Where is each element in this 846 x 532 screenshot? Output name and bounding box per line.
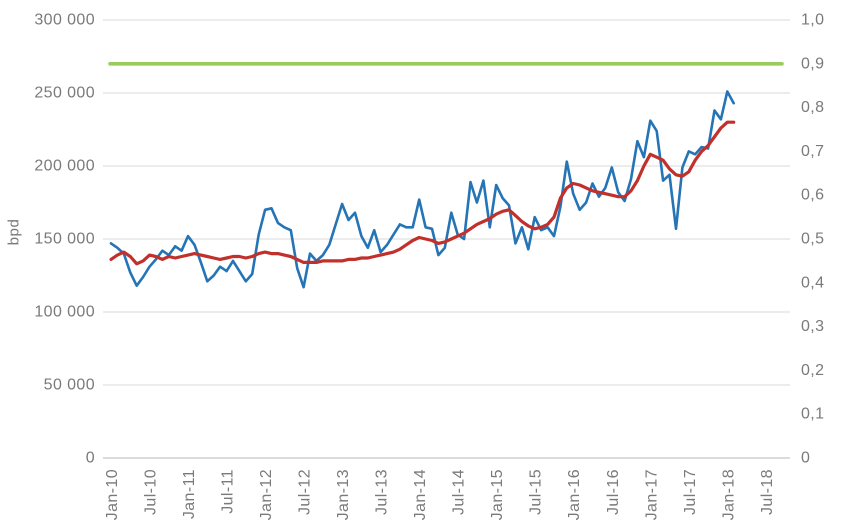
x-tick-label: Jan-14: [412, 469, 429, 520]
y-tick-label-left: 0: [86, 450, 95, 467]
y-tick-label-left: 250 000: [34, 85, 95, 102]
y-tick-label-right: 0: [801, 450, 810, 467]
x-tick-label: Jan-18: [720, 469, 737, 520]
x-tick-label: Jul-12: [297, 469, 314, 515]
x-tick-label: Jan-11: [181, 469, 198, 519]
x-tick-label: Jul-10: [143, 469, 160, 515]
gridlines: [103, 19, 790, 459]
x-tick-label: Jul-18: [759, 469, 776, 515]
y-tick-label-left: 200 000: [34, 158, 95, 175]
y-tick-label-right: 0,3: [801, 318, 824, 335]
y-tick-label-right: 1,0: [801, 12, 824, 29]
x-tick-label: Jan-16: [566, 469, 583, 520]
y-tick-label-right: 0,6: [801, 187, 824, 204]
y-axis-right: 1,0 0,9 0,8 0,7 0,6 0,5 0,4 0,3 0,2 0,1 0: [801, 12, 824, 467]
x-tick-label: Jul-15: [528, 469, 545, 515]
blue-monthly-line: [109, 90, 736, 289]
y-tick-label-left: 300 000: [34, 12, 95, 29]
x-tick-label: Jan-13: [335, 469, 352, 520]
y-tick-label-right: 0,5: [801, 231, 824, 248]
y-tick-label-right: 0,2: [801, 362, 824, 379]
y-tick-label-right: 0,4: [801, 274, 824, 291]
x-tick-label: Jul-17: [682, 469, 699, 515]
y-axis-left: 300 000 250 000 200 000 150 000 100 000 50 00…: [34, 12, 95, 467]
y-tick-label-right: 0,8: [801, 99, 824, 116]
x-tick-label: Jan-17: [643, 469, 660, 520]
x-tick-label: Jul-14: [451, 469, 468, 515]
x-tick-label: Jul-13: [374, 469, 391, 515]
x-tick-label: Jan-12: [258, 469, 275, 520]
y-tick-label-left: 50 000: [44, 377, 95, 394]
x-tick-label: Jul-11: [220, 469, 237, 514]
y-tick-label-left: 100 000: [34, 304, 95, 321]
y-tick-label-left: 150 000: [34, 231, 95, 248]
y-axis-title: bpd: [6, 219, 23, 246]
red-average-line: [109, 120, 736, 266]
y-tick-label-right: 0,7: [801, 143, 824, 160]
x-tick-label: Jan-15: [489, 469, 506, 520]
x-tick-label: Jul-16: [605, 469, 622, 515]
x-axis: Jan-10 Jul-10 Jan-11 Jul-11 Jan-12 Jul-12 Jan-…: [104, 469, 776, 520]
y-tick-label-right: 0,1: [801, 406, 824, 423]
x-tick-label: Jan-10: [104, 469, 121, 520]
y-tick-label-right: 0,9: [801, 55, 824, 72]
